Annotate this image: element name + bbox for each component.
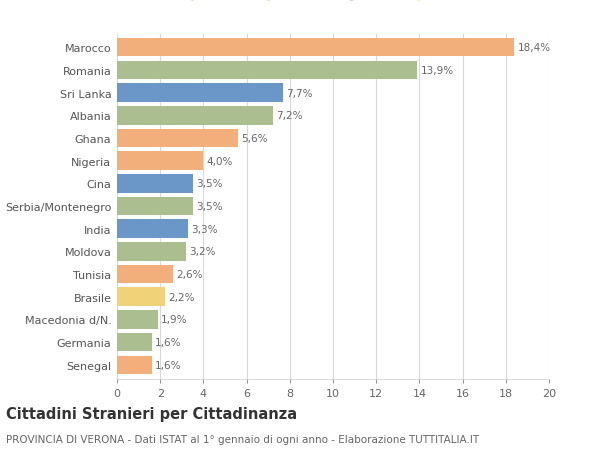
- Bar: [117, 106, 272, 125]
- Text: 3,3%: 3,3%: [191, 224, 218, 234]
- Text: Cittadini Stranieri per Cittadinanza: Cittadini Stranieri per Cittadinanza: [6, 406, 297, 421]
- Bar: [117, 152, 203, 171]
- Bar: [117, 174, 193, 193]
- Text: 2,2%: 2,2%: [168, 292, 194, 302]
- Text: PROVINCIA DI VERONA - Dati ISTAT al 1° gennaio di ogni anno - Elaborazione TUTTI: PROVINCIA DI VERONA - Dati ISTAT al 1° g…: [6, 434, 479, 444]
- Bar: [117, 333, 152, 352]
- Text: 5,6%: 5,6%: [241, 134, 268, 144]
- Text: 3,2%: 3,2%: [190, 247, 216, 257]
- Text: 3,5%: 3,5%: [196, 179, 223, 189]
- Text: 7,2%: 7,2%: [276, 111, 302, 121]
- Text: 1,6%: 1,6%: [155, 337, 181, 347]
- Text: 1,6%: 1,6%: [155, 360, 181, 370]
- Bar: [117, 288, 164, 307]
- Text: 18,4%: 18,4%: [518, 43, 551, 53]
- Bar: [117, 265, 173, 284]
- Bar: [117, 62, 417, 80]
- Text: 4,0%: 4,0%: [206, 156, 233, 166]
- Bar: [117, 356, 152, 375]
- Bar: [117, 39, 514, 57]
- Text: 2,6%: 2,6%: [176, 269, 203, 280]
- Bar: [117, 129, 238, 148]
- Bar: [117, 220, 188, 239]
- Text: 3,5%: 3,5%: [196, 202, 223, 212]
- Bar: [117, 242, 186, 261]
- Text: 7,7%: 7,7%: [287, 88, 313, 98]
- Bar: [117, 84, 283, 103]
- Bar: [117, 197, 193, 216]
- Text: 13,9%: 13,9%: [421, 66, 454, 76]
- Text: 1,9%: 1,9%: [161, 315, 188, 325]
- Bar: [117, 310, 158, 329]
